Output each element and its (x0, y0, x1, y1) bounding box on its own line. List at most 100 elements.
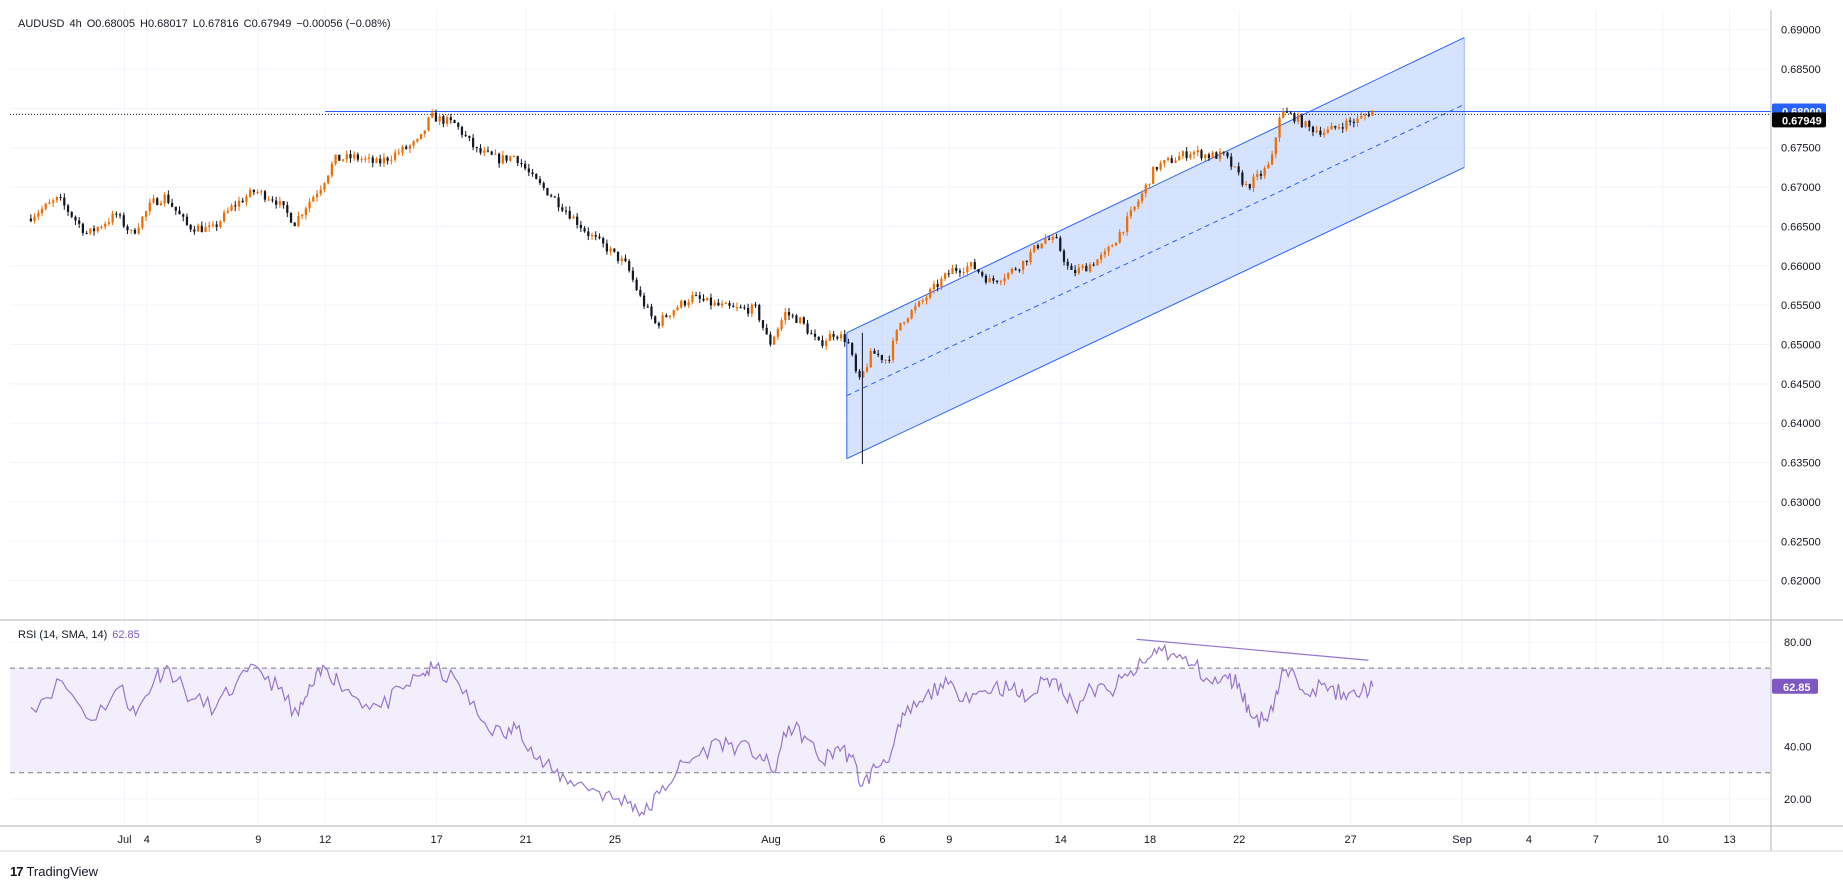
candle-body (999, 281, 1002, 283)
candle-body (249, 189, 252, 197)
candle-body (568, 210, 571, 219)
candle-body (59, 196, 62, 198)
candle-body (419, 133, 423, 139)
candle-body (163, 194, 166, 204)
candle-body (1103, 251, 1106, 255)
candle-body (263, 191, 267, 200)
symbol-name[interactable]: AUDUSD (18, 18, 65, 30)
candle-body (486, 150, 490, 152)
candle-body (899, 322, 902, 331)
candle-body (631, 270, 635, 280)
candle-body (758, 304, 761, 321)
horizontal-lines[interactable] (10, 111, 1771, 115)
candle-body (639, 289, 642, 296)
candle-body (267, 199, 270, 201)
candle-body (360, 159, 363, 161)
candle-body (1326, 129, 1329, 133)
candle-body (754, 304, 757, 306)
candle-body (966, 266, 969, 273)
candle-body (561, 207, 564, 211)
candle-body (92, 228, 96, 232)
candle-body (1323, 132, 1326, 135)
tradingview-logo-icon: 17 (10, 864, 24, 879)
candle-body (583, 228, 586, 232)
candle-body (509, 156, 512, 161)
parallel-channel[interactable] (846, 37, 1465, 460)
price-axis-tick: 0.66000 (1781, 261, 1821, 273)
candlestick-series (29, 107, 1374, 465)
candle-body (37, 213, 40, 217)
candle-body (1096, 259, 1099, 266)
candle-body (817, 336, 820, 341)
channel-fill[interactable] (846, 37, 1465, 459)
rsi-name[interactable]: RSI (14, SMA, 14) (18, 629, 108, 641)
candle-body (1033, 245, 1036, 253)
price-axis-tick: 0.67000 (1781, 182, 1821, 194)
candle-body (1259, 173, 1263, 176)
candle-body (416, 138, 419, 142)
candle-body (520, 162, 523, 164)
interval[interactable]: 4h (69, 18, 82, 30)
candle-body (345, 154, 348, 160)
candle-body (215, 224, 218, 227)
candle-body (353, 154, 356, 159)
candle-body (940, 278, 943, 288)
rsi-divergence-line[interactable] (1136, 638, 1369, 661)
tradingview-logo[interactable]: 17 TradingView (10, 864, 98, 879)
candle-body (1222, 151, 1225, 153)
candle-body (1129, 210, 1132, 217)
candle-body (642, 295, 646, 307)
candle-body (334, 154, 337, 164)
candle-body (271, 199, 274, 201)
current-price-label: 0.67949 (1782, 115, 1822, 127)
candle-body (1304, 121, 1307, 128)
candle-body (330, 163, 334, 176)
candle-body (423, 130, 426, 134)
candle-body (498, 153, 501, 164)
time-axis-tick: 14 (1055, 834, 1067, 846)
ohlc-change: −0.00056 (−0.08%) (296, 18, 391, 30)
candle-body (943, 273, 947, 279)
candle-body (981, 272, 984, 276)
candle-body (516, 156, 519, 163)
candle-body (386, 157, 389, 161)
candle-body (616, 251, 620, 261)
candle-body (672, 310, 675, 316)
candle-body (405, 146, 408, 149)
candle-body (408, 145, 412, 149)
candle-body (1218, 151, 1222, 159)
candle-body (126, 226, 129, 231)
price-axis-tick: 0.63500 (1781, 458, 1821, 470)
channel-lower-line[interactable] (846, 166, 1465, 460)
candle-body (390, 159, 393, 161)
candle-body (624, 258, 627, 262)
candle-body (327, 175, 330, 184)
candle-body (1159, 163, 1162, 170)
candle-body (1230, 156, 1233, 167)
candle-body (654, 316, 657, 324)
rsi-axis-tick: 40.00 (1784, 742, 1812, 754)
candle-body (241, 200, 244, 203)
candle-body (1360, 116, 1363, 119)
channel-median-line[interactable] (846, 103, 1465, 397)
candle-body (156, 198, 159, 206)
candle-body (341, 159, 345, 161)
candle-body (720, 303, 724, 306)
price-axis-tick: 0.68500 (1781, 64, 1821, 76)
time-axis-tick: 18 (1144, 834, 1156, 846)
candle-body (698, 295, 701, 299)
candle-body (297, 215, 300, 227)
candle-body (237, 200, 241, 207)
candle-body (63, 197, 66, 206)
price-axis-tick: 0.66500 (1781, 221, 1821, 233)
price-axis-tick: 0.62500 (1781, 536, 1821, 548)
rsi-legend: RSI (14, SMA, 14) 62.85 (18, 629, 145, 641)
candle-body (650, 306, 653, 317)
candle-body (137, 227, 140, 234)
candle-body (457, 122, 460, 127)
candle-body (1166, 158, 1170, 161)
channel-upper-line[interactable] (846, 37, 1465, 334)
candle-body (1211, 152, 1214, 159)
candle-body (683, 300, 687, 306)
